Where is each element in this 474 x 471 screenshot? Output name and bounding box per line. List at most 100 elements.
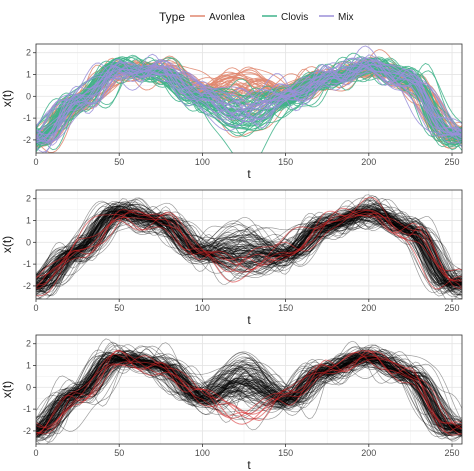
curve	[36, 352, 462, 430]
y-tick-label: -1	[23, 404, 31, 414]
curve	[36, 343, 462, 437]
curve	[36, 351, 462, 438]
curve	[36, 344, 462, 434]
y-tick-label: -2	[23, 281, 31, 291]
curve	[36, 208, 462, 288]
curve	[36, 355, 462, 431]
x-axis-label: t	[247, 458, 251, 471]
x-tick-label: 250	[445, 303, 460, 313]
curve	[36, 208, 462, 285]
curve	[36, 352, 462, 432]
curve	[36, 212, 462, 290]
x-tick-label: 200	[361, 303, 376, 313]
curve	[36, 357, 462, 432]
curve	[36, 209, 462, 289]
y-axis: -2 -1 0 1 2 x(t)	[0, 194, 36, 291]
plot-background	[36, 190, 462, 299]
curve	[36, 56, 462, 151]
curve	[36, 203, 462, 289]
curve	[36, 57, 462, 153]
y-tick-label: 0	[26, 382, 31, 392]
panel-2: 0 50 100 150 200 250 t -2 -1 0 1 2 x(t)	[0, 189, 463, 327]
curve	[36, 352, 462, 432]
curve	[36, 350, 462, 435]
curve	[36, 207, 462, 287]
curve	[36, 349, 462, 437]
curve	[36, 352, 462, 435]
curve	[36, 205, 462, 294]
curve	[36, 355, 462, 435]
y-axis-label: x(t)	[0, 90, 14, 107]
curve	[36, 354, 462, 436]
curve	[36, 211, 462, 291]
legend-label: Mix	[338, 12, 354, 23]
curve	[36, 350, 462, 434]
curve	[36, 209, 462, 288]
curve	[36, 58, 462, 136]
legend-label: Clovis	[281, 12, 308, 23]
curve	[36, 345, 462, 434]
y-tick-label: -2	[23, 426, 31, 436]
curve	[36, 199, 462, 294]
curve	[36, 349, 462, 432]
curve	[36, 354, 462, 431]
y-tick-label: 1	[26, 216, 31, 226]
series-red	[36, 197, 462, 297]
curve	[36, 352, 462, 432]
y-tick-label: -1	[23, 113, 31, 123]
x-tick-label: 150	[278, 157, 293, 167]
curve	[36, 206, 462, 297]
curve	[36, 355, 462, 435]
y-axis-label: x(t)	[0, 381, 14, 398]
curve	[36, 352, 462, 437]
curve	[36, 209, 462, 290]
curve	[36, 352, 462, 435]
panel-border	[35, 189, 463, 300]
curve	[36, 346, 462, 441]
x-tick-label: 100	[195, 448, 210, 458]
curve	[36, 353, 462, 439]
curve	[36, 206, 462, 293]
curve	[36, 351, 462, 442]
curve	[36, 199, 462, 295]
y-tick-label: 0	[26, 91, 31, 101]
curve	[36, 349, 462, 436]
legend: Type Avonlea Clovis Mix	[159, 10, 354, 24]
curve	[36, 354, 462, 433]
curve	[36, 351, 462, 433]
curve	[36, 57, 462, 139]
curve	[36, 351, 462, 443]
curve	[36, 201, 462, 292]
x-tick-label: 0	[33, 448, 38, 458]
series-mix	[36, 45, 462, 153]
x-tick-label: 200	[361, 157, 376, 167]
curve	[36, 349, 462, 430]
legend-item-avonlea: Avonlea	[190, 12, 245, 23]
curve	[36, 345, 462, 432]
curve	[36, 352, 462, 431]
curve	[36, 205, 462, 287]
x-axis-label: t	[247, 313, 251, 327]
curve	[36, 203, 462, 290]
y-tick-label: -2	[23, 135, 31, 145]
x-tick-label: 250	[445, 448, 460, 458]
curve	[36, 57, 462, 139]
minor-grid	[36, 335, 462, 444]
curve	[36, 198, 462, 293]
curve	[36, 353, 462, 440]
x-tick-label: 50	[114, 303, 124, 313]
curve	[36, 352, 462, 438]
x-tick-label: 150	[278, 448, 293, 458]
curve	[36, 352, 462, 438]
panel-border	[35, 43, 463, 154]
curve	[36, 341, 462, 440]
curve	[36, 201, 462, 299]
curve	[36, 350, 462, 440]
curve	[36, 207, 462, 288]
x-tick-label: 100	[195, 157, 210, 167]
curves	[36, 338, 462, 444]
panel-border	[35, 334, 463, 445]
x-tick-label: 200	[361, 448, 376, 458]
curve	[36, 353, 462, 436]
y-axis: -2 -1 0 1 2 x(t)	[0, 48, 36, 145]
